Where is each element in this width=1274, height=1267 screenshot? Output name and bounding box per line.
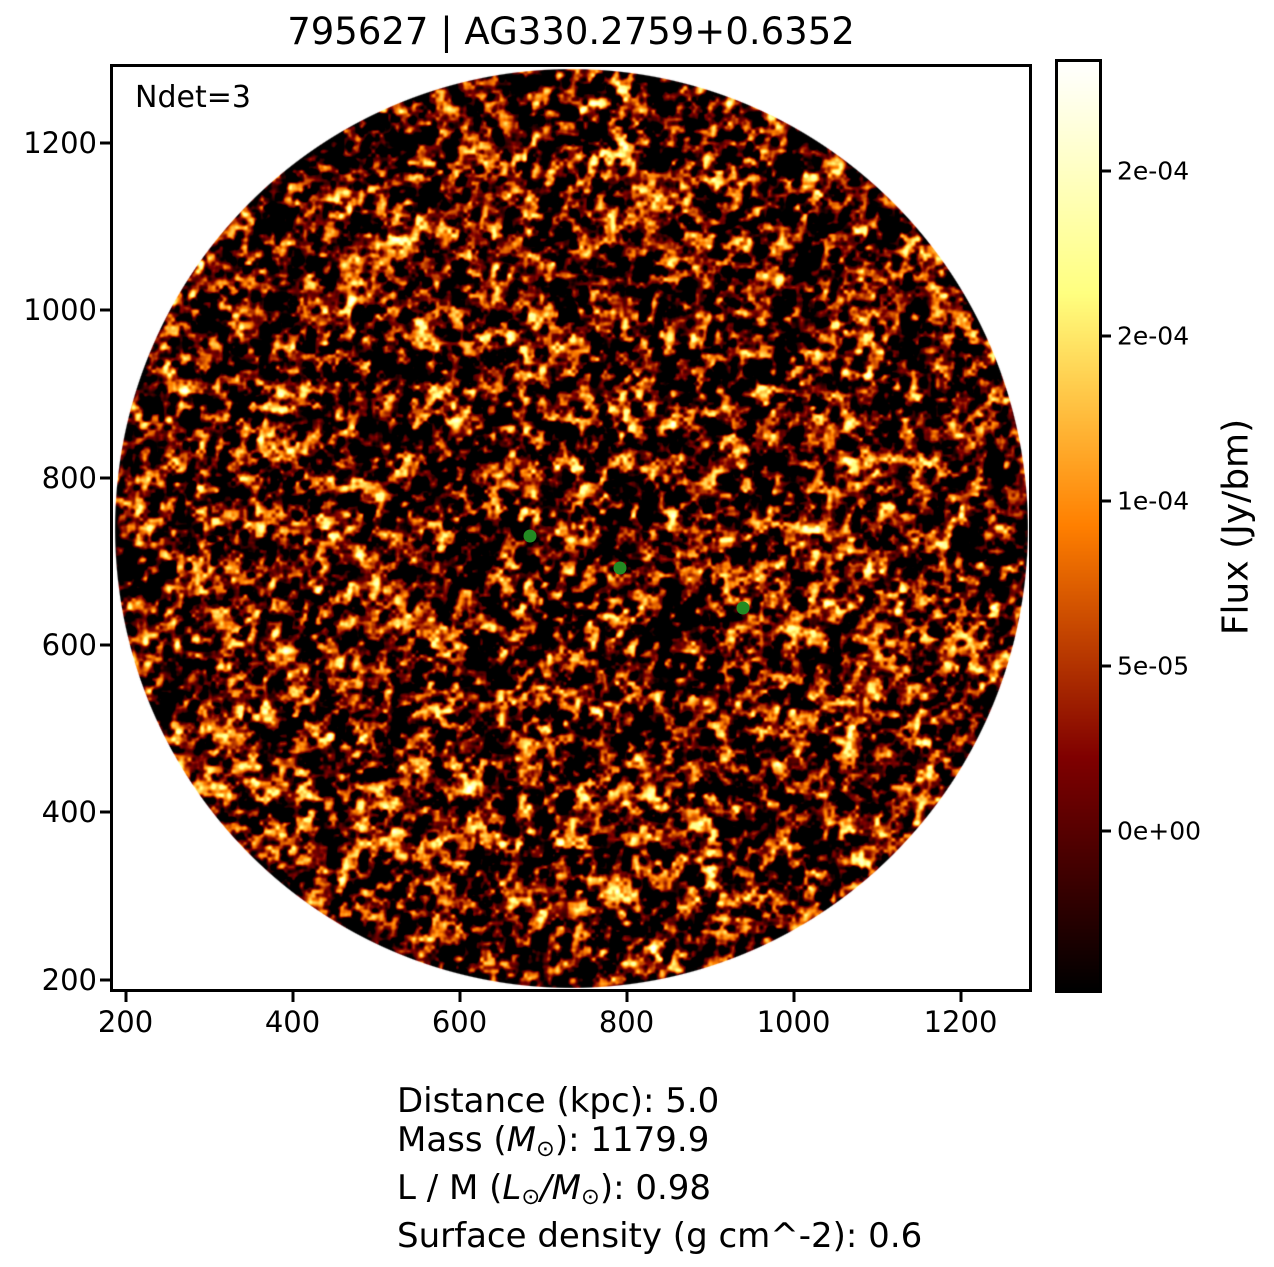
x-tick-mark bbox=[792, 992, 796, 1002]
detection-marker bbox=[523, 529, 537, 543]
x-tick-label: 1000 bbox=[756, 1005, 831, 1039]
colorbar-gradient-canvas bbox=[1058, 62, 1099, 990]
info-segment: ): 0.98 bbox=[599, 1167, 712, 1208]
colorbar-tick-mark bbox=[1102, 334, 1111, 338]
x-tick-mark bbox=[458, 992, 462, 1002]
info-segment: M bbox=[551, 1167, 581, 1208]
y-tick-mark bbox=[100, 978, 110, 982]
info-segment: Surface density (g cm^-2): 0.6 bbox=[397, 1215, 923, 1256]
y-tick-mark bbox=[100, 810, 110, 814]
info-line: Surface density (g cm^-2): 0.6 bbox=[397, 1215, 923, 1256]
x-tick-mark bbox=[291, 992, 295, 1002]
info-line: L / M (L⊙/M⊙): 0.98 bbox=[397, 1167, 922, 1217]
y-tick-mark bbox=[100, 643, 110, 647]
y-tick-mark bbox=[100, 476, 110, 480]
sky-map-canvas bbox=[113, 67, 1029, 989]
y-tick-label: 1000 bbox=[23, 293, 97, 328]
info-segment: ⊙ bbox=[536, 1135, 555, 1162]
x-tick-label: 400 bbox=[264, 1005, 321, 1039]
y-tick-label: 800 bbox=[41, 460, 97, 495]
detection-marker bbox=[613, 561, 627, 575]
info-segment: ⊙ bbox=[581, 1183, 600, 1210]
x-tick-mark bbox=[625, 992, 629, 1002]
info-segment: M bbox=[506, 1120, 537, 1160]
info-segment: L bbox=[502, 1167, 522, 1208]
colorbar-tick-label: 2e-04 bbox=[1117, 156, 1190, 186]
colorbar-tick-label: 1e-04 bbox=[1117, 486, 1190, 516]
info-segment: L / M ( bbox=[397, 1167, 503, 1208]
info-segment: ): 1179.9 bbox=[554, 1120, 710, 1160]
sky-map-plot: Ndet=3 200 400 600 800 1000 1200 200 400 600 800… bbox=[23, 64, 1032, 1039]
info-line: Mass (M⊙): 1179.9 bbox=[397, 1121, 922, 1169]
y-tick-label: 600 bbox=[41, 628, 97, 663]
x-tick-mark bbox=[124, 992, 128, 1002]
x-tick-label: 600 bbox=[431, 1005, 488, 1039]
info-segment: Distance (kpc): 5.0 bbox=[397, 1081, 720, 1121]
y-tick-mark bbox=[100, 308, 110, 312]
ndet-annotation: Ndet=3 bbox=[135, 80, 251, 115]
y-tick-mark bbox=[100, 141, 110, 145]
y-tick-label: 200 bbox=[41, 962, 97, 997]
colorbar-tick-mark bbox=[1102, 169, 1111, 173]
info-line: Distance (kpc): 5.0 bbox=[397, 1082, 922, 1121]
colorbar-tick-label: 2e-04 bbox=[1117, 321, 1190, 351]
chart-title: 795627 | AG330.2759+0.6352 bbox=[287, 10, 855, 53]
x-tick-label: 200 bbox=[97, 1005, 154, 1039]
colorbar-tick-mark bbox=[1102, 829, 1111, 833]
y-tick-label: 1200 bbox=[23, 126, 97, 161]
colorbar-label: Flux (Jy/bm) bbox=[1215, 418, 1257, 636]
colorbar-frame bbox=[1055, 59, 1102, 993]
info-segment: / bbox=[540, 1167, 552, 1208]
colorbar-tick-label: 0e+00 bbox=[1117, 816, 1202, 846]
colorbar: 2e-04 2e-04 1e-04 5e-05 0e+00 bbox=[1055, 59, 1201, 993]
colorbar-tick-mark bbox=[1102, 664, 1111, 668]
y-tick-label: 400 bbox=[41, 795, 97, 830]
axes-frame bbox=[110, 64, 1032, 992]
detection-marker bbox=[736, 601, 750, 615]
x-tick-mark bbox=[959, 992, 963, 1002]
colorbar-tick-mark bbox=[1102, 499, 1111, 503]
x-tick-label: 800 bbox=[598, 1005, 655, 1039]
colorbar-tick-label: 5e-05 bbox=[1117, 651, 1190, 681]
info-text: Distance (kpc): 5.0 Mass (M⊙): 1179.9 L / … bbox=[397, 1082, 922, 1256]
x-tick-label: 1200 bbox=[923, 1005, 998, 1039]
info-segment: ⊙ bbox=[521, 1183, 541, 1210]
info-segment: Mass ( bbox=[397, 1120, 507, 1160]
